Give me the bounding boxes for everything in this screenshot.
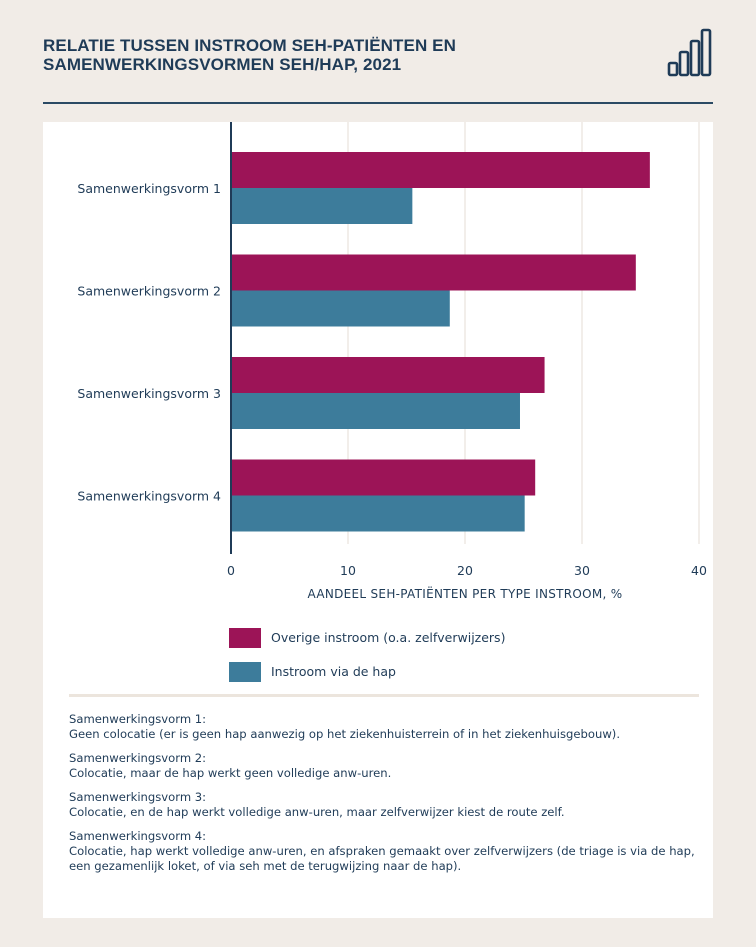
note-1-head: Samenwerkingsvorm 1: [69, 712, 207, 726]
legend-swatch-hap [229, 662, 261, 682]
bar-hap-2 [231, 290, 450, 327]
note-3-head: Samenwerkingsvorm 3: [69, 790, 207, 804]
note-1: Samenwerkingsvorm 1: Geen colocatie (er … [69, 712, 704, 742]
notes: Samenwerkingsvorm 1: Geen colocatie (er … [69, 712, 704, 883]
legend-label-overige: Overige instroom (o.a. zelfverwijzers) [271, 630, 506, 645]
category-label-1: Samenwerkingsvorm 1 [77, 181, 221, 196]
divider [69, 694, 699, 697]
category-label-2: Samenwerkingsvorm 2 [77, 284, 221, 299]
bar-overige-1 [231, 152, 650, 188]
bar-overige-3 [231, 357, 545, 393]
bar-overige-4 [231, 459, 536, 496]
x-axis-label: AANDEEL SEH-PATIËNTEN PER TYPE INSTROOM,… [307, 586, 622, 601]
bar-chart: Samenwerkingsvorm 1 Samenwerkingsvorm 2 Sa… [77, 122, 707, 601]
x-tick-label-20: 20 [457, 563, 473, 578]
x-tick-label-10: 10 [340, 563, 356, 578]
note-2: Samenwerkingsvorm 2: Colocatie, maar de … [69, 751, 704, 781]
bar-hap-3 [231, 393, 520, 429]
title-line-2: SAMENWERKINGSVORMEN SEH/HAP, 2021 [43, 55, 402, 74]
legend-swatch-overige [229, 628, 261, 648]
page-title: RELATIE TUSSEN INSTROOM SEH-PATIËNTEN EN… [43, 36, 603, 74]
x-tick-label-40: 40 [691, 563, 707, 578]
bar-chart-icon [667, 28, 712, 77]
note-3-body: Colocatie, en de hap werkt volledige anw… [69, 805, 565, 819]
note-1-body: Geen colocatie (er is geen hap aanwezig … [69, 727, 621, 741]
note-4: Samenwerkingsvorm 4: Colocatie, hap werk… [69, 829, 704, 874]
x-tick-label-0: 0 [227, 563, 235, 578]
note-2-body: Colocatie, maar de hap werkt geen volled… [69, 766, 392, 780]
category-label-4: Samenwerkingsvorm 4 [77, 489, 221, 504]
legend-label-hap: Instroom via de hap [271, 664, 396, 679]
note-4-head: Samenwerkingsvorm 4: [69, 829, 207, 843]
note-2-head: Samenwerkingsvorm 2: [69, 751, 207, 765]
note-4-body: Colocatie, hap werkt volledige anw-uren,… [69, 844, 695, 873]
header: RELATIE TUSSEN INSTROOM SEH-PATIËNTEN EN… [43, 28, 713, 104]
category-label-3: Samenwerkingsvorm 3 [77, 386, 221, 401]
chart-card: Samenwerkingsvorm 1 Samenwerkingsvorm 2 Sa… [43, 122, 713, 918]
bar-overige-2 [231, 254, 636, 291]
bar-hap-1 [231, 188, 413, 224]
title-line-1: RELATIE TUSSEN INSTROOM SEH-PATIËNTEN EN [43, 36, 456, 55]
note-3: Samenwerkingsvorm 3: Colocatie, en de ha… [69, 790, 704, 820]
bar-hap-4 [231, 495, 525, 532]
x-tick-label-30: 30 [574, 563, 590, 578]
